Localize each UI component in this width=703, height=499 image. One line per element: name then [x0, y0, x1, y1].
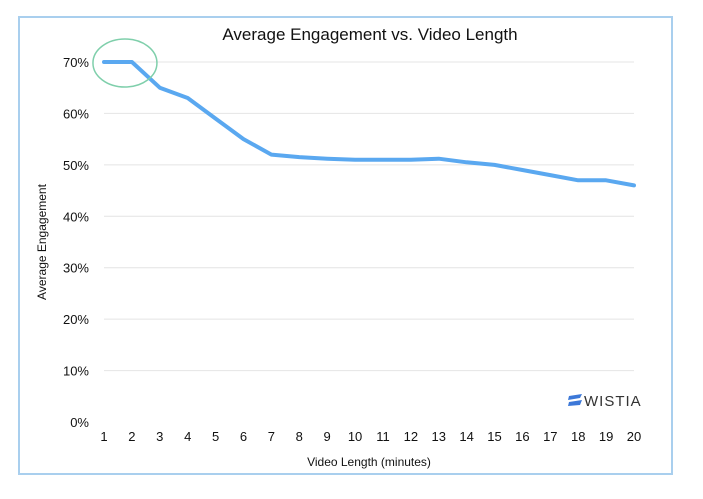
x-tick-label: 18 [571, 429, 585, 444]
x-tick-label: 1 [100, 429, 107, 444]
y-tick-label: 30% [63, 261, 89, 276]
y-tick-label: 60% [63, 106, 89, 121]
x-tick-label: 13 [432, 429, 446, 444]
y-axis-title: Average Engagement [35, 183, 49, 300]
x-tick-label: 19 [599, 429, 613, 444]
x-tick-label: 9 [324, 429, 331, 444]
x-tick-label: 3 [156, 429, 163, 444]
logo-bar [568, 400, 582, 406]
y-tick-labels: 0% 10% 20% 30% 40% 50% 60% 70% [63, 55, 89, 430]
series-layer [102, 60, 636, 188]
x-tick-label: 4 [184, 429, 191, 444]
x-tick-label: 5 [212, 429, 219, 444]
grid-lines [104, 61, 634, 372]
x-tick-label: 15 [487, 429, 501, 444]
x-tick-label: 16 [515, 429, 529, 444]
chart-frame [18, 16, 673, 475]
x-tick-label: 12 [404, 429, 418, 444]
y-tick-label: 40% [63, 209, 89, 224]
x-tick-label: 14 [459, 429, 473, 444]
wistia-logo-icon [568, 394, 582, 406]
y-tick-label: 0% [70, 415, 89, 430]
brand-logo: WISTIA [568, 393, 642, 410]
y-tick-label: 10% [63, 364, 89, 379]
x-tick-label: 17 [543, 429, 557, 444]
x-tick-label: 11 [376, 429, 390, 444]
logo-bar [568, 394, 582, 400]
chart-title: Average Engagement vs. Video Length [222, 25, 517, 44]
annotation-layer [92, 38, 158, 88]
x-tick-label: 7 [268, 429, 275, 444]
x-tick-labels: 1 2 3 4 5 6 7 8 9 10 11 12 13 14 15 16 17 18 19 20 [100, 429, 641, 444]
x-tick-label: 2 [128, 429, 135, 444]
series-line [102, 60, 636, 188]
highlight-circle [92, 38, 158, 88]
x-axis-title: Video Length (minutes) [307, 455, 431, 469]
y-tick-label: 50% [63, 158, 89, 173]
x-tick-label: 8 [296, 429, 303, 444]
y-tick-label: 20% [63, 312, 89, 327]
x-tick-label: 10 [348, 429, 362, 444]
x-tick-label: 20 [627, 429, 641, 444]
brand-name: WISTIA [584, 393, 642, 410]
x-tick-label: 6 [240, 429, 247, 444]
y-tick-label: 70% [63, 55, 89, 70]
